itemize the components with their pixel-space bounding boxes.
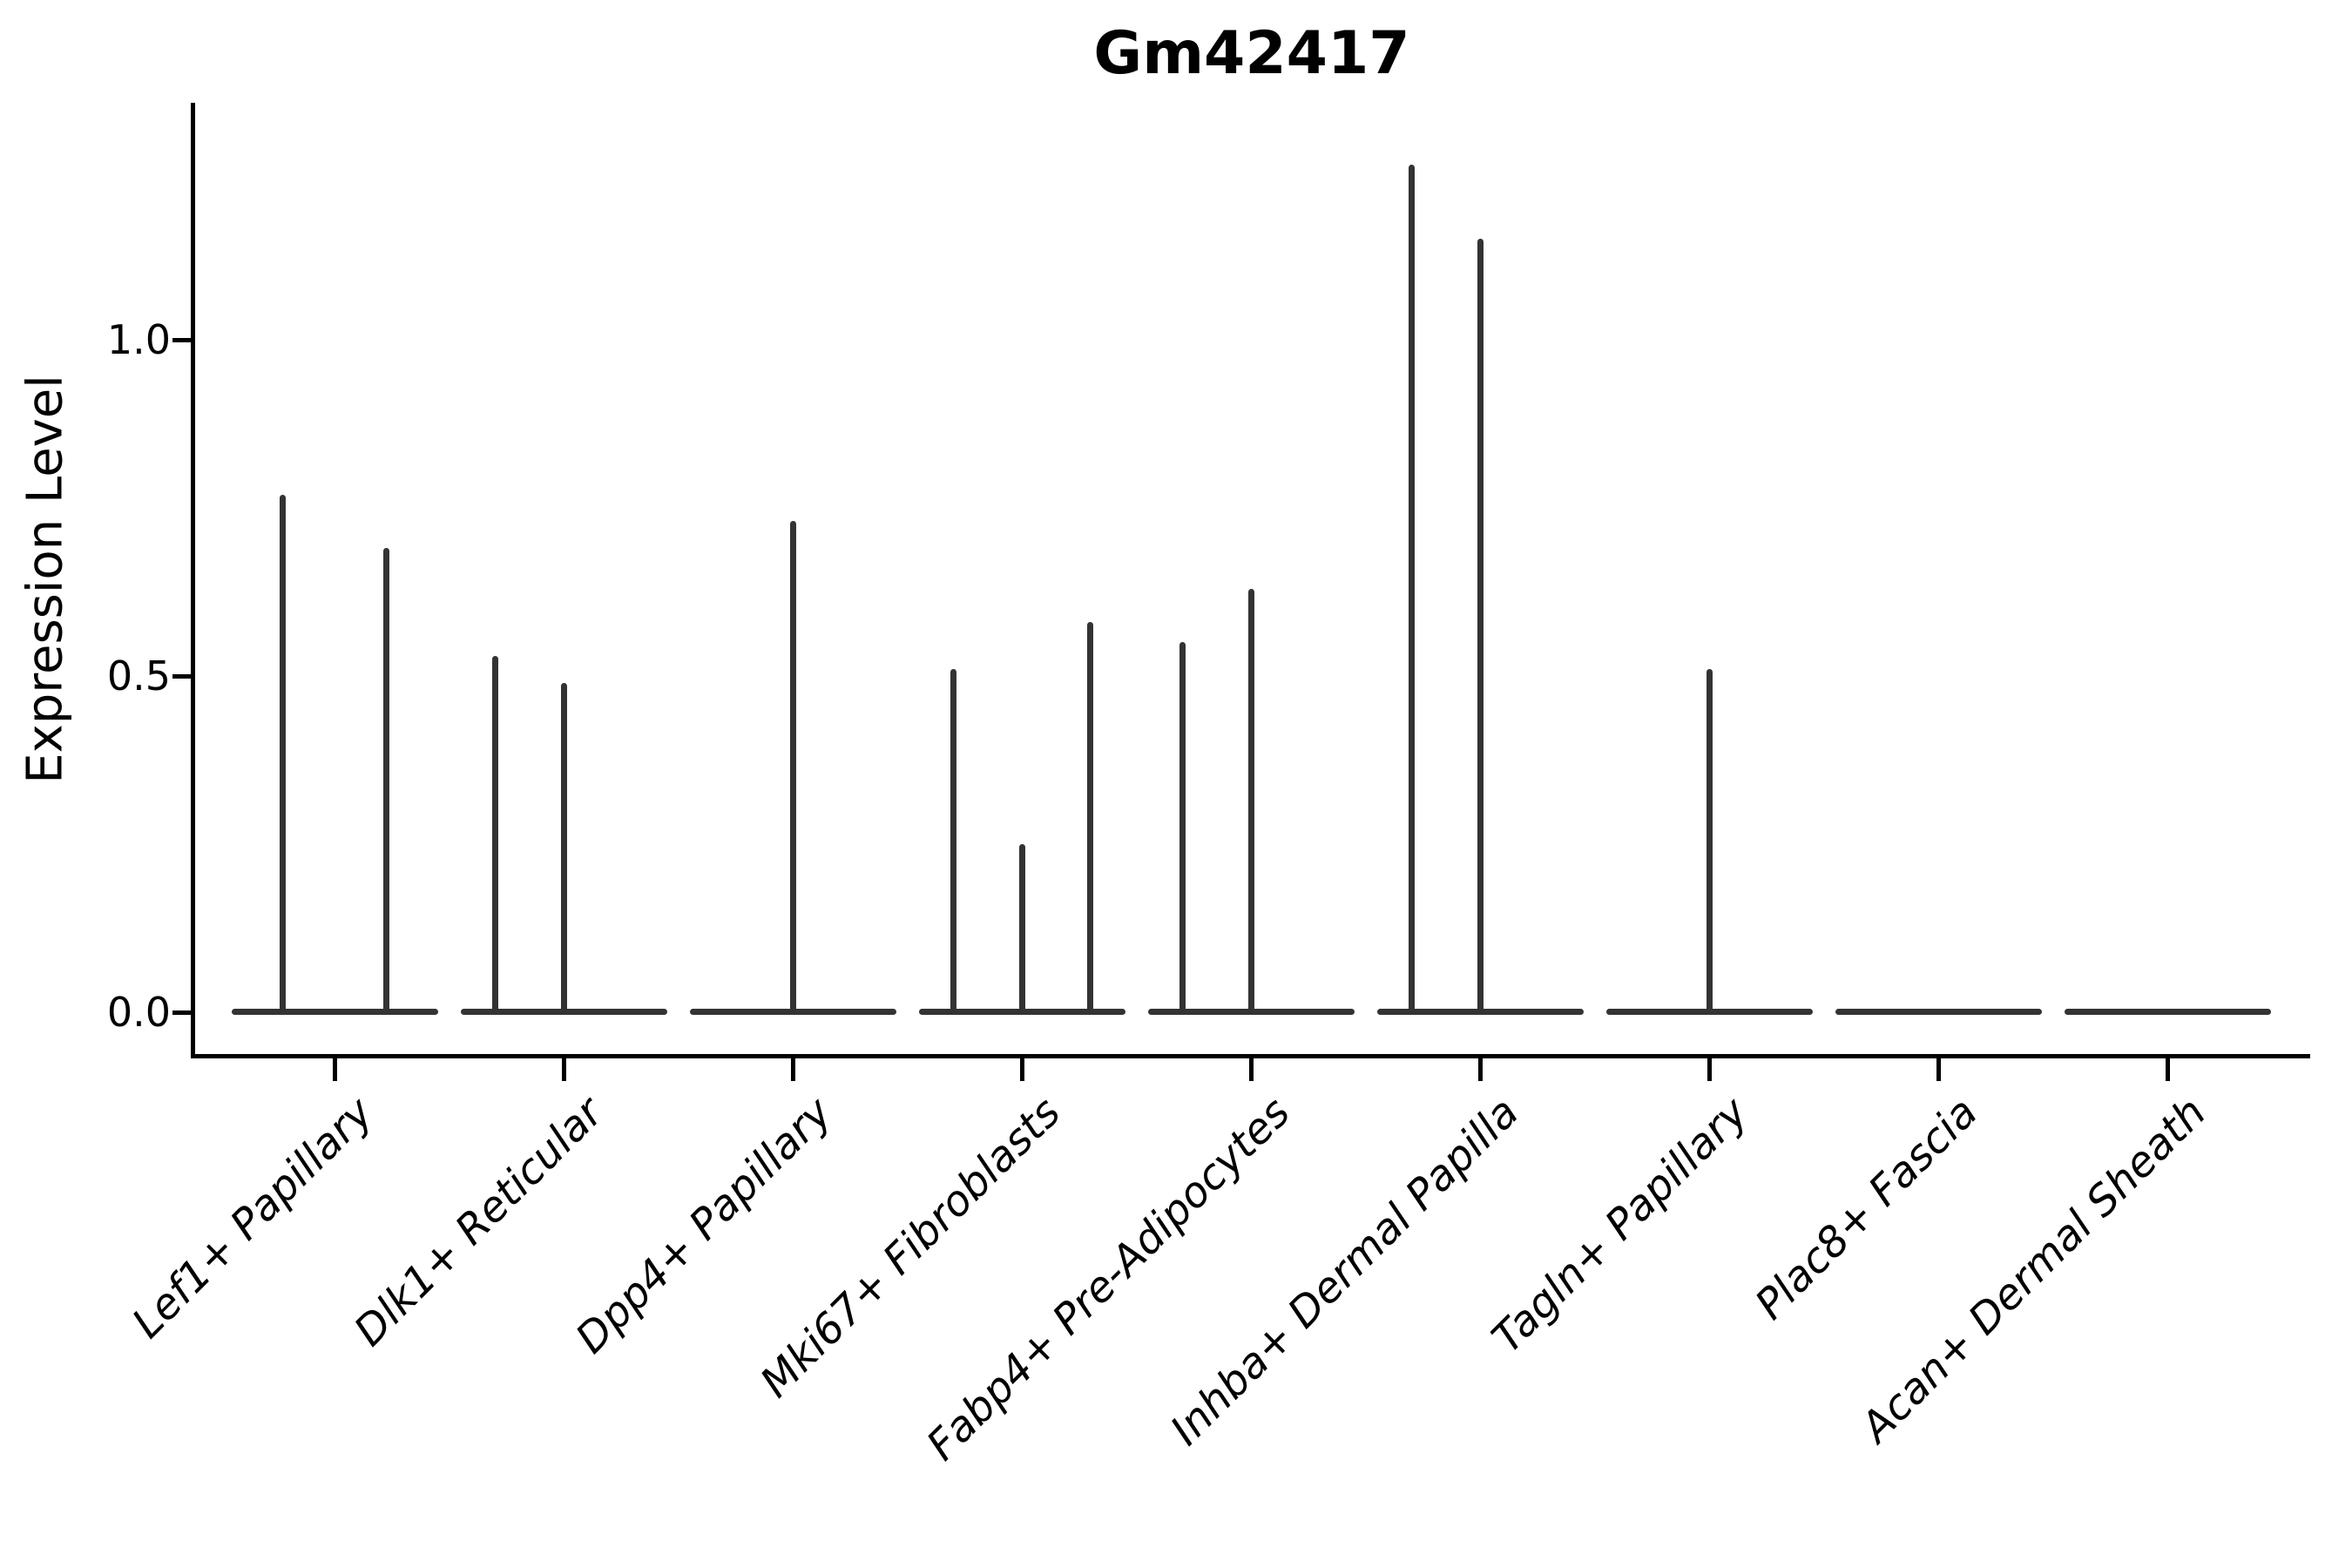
violin-base: [231, 1009, 438, 1015]
y-axis-label: Expression Level: [17, 375, 74, 784]
violin-base: [1835, 1009, 2042, 1015]
violin-spike: [491, 655, 498, 1015]
violin-spike: [1018, 844, 1025, 1015]
x-tick-mark: [561, 1058, 566, 1081]
y-tick-label: 0.0: [106, 989, 171, 1036]
x-axis-spine: [191, 1054, 2310, 1058]
x-tick-mark: [1936, 1058, 1941, 1081]
x-tick-label: Lef1+ Papillary: [123, 1088, 383, 1348]
violin-spike: [950, 669, 956, 1015]
y-tick-label: 0.5: [106, 652, 171, 700]
violin-spike: [1477, 239, 1484, 1015]
y-tick-mark: [172, 1010, 193, 1015]
violin-spike: [382, 548, 389, 1015]
violin-spike: [280, 494, 287, 1015]
x-tick-label: Dpp4+ Papillary: [566, 1088, 841, 1363]
violin-base: [2064, 1009, 2271, 1015]
x-tick-mark: [332, 1058, 337, 1081]
violin-spike: [789, 521, 796, 1015]
x-tick-mark: [1248, 1058, 1254, 1081]
violin-spike: [560, 682, 567, 1015]
x-tick-mark: [790, 1058, 795, 1081]
x-tick-mark: [1019, 1058, 1024, 1081]
violin-spike: [1247, 588, 1254, 1015]
x-tick-label: Tagln+ Papillary: [1483, 1088, 1758, 1363]
x-tick-mark: [1707, 1058, 1712, 1081]
x-tick-label: Fabp4+ Pre-Adipocytes: [917, 1088, 1300, 1470]
violin-spike: [1087, 622, 1094, 1015]
x-tick-mark: [2165, 1058, 2170, 1081]
y-axis-spine: [191, 103, 195, 1058]
chart-title: Gm42417: [1093, 19, 1410, 88]
violin-spike: [1408, 165, 1415, 1015]
x-tick-mark: [1477, 1058, 1483, 1081]
y-tick-mark: [172, 673, 193, 679]
violin-spike: [1179, 642, 1186, 1015]
x-tick-label: Dlk1+ Reticular: [344, 1088, 612, 1356]
y-tick-mark: [172, 337, 193, 342]
x-tick-label: Plac8+ Fascia: [1745, 1088, 1987, 1329]
violin-spike: [1706, 669, 1713, 1015]
y-tick-label: 1.0: [106, 316, 171, 363]
